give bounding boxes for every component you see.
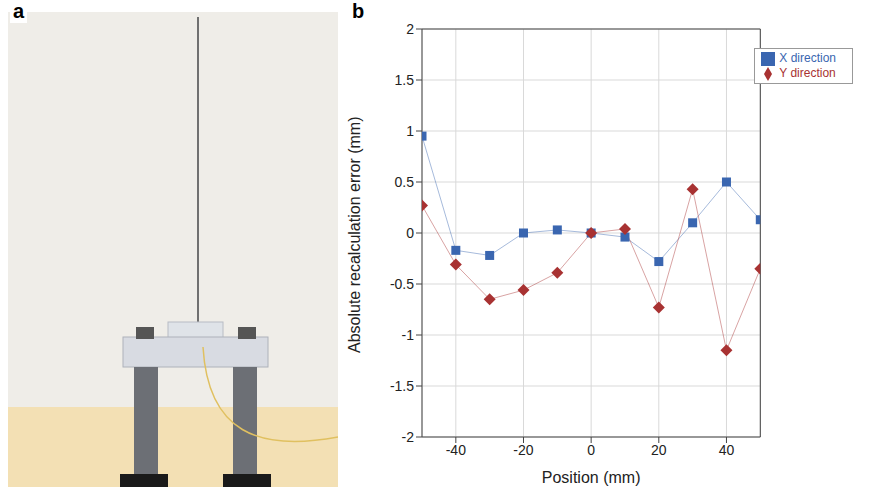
- svg-text:Position (mm): Position (mm): [542, 469, 641, 486]
- svg-text:-20: -20: [513, 442, 533, 458]
- svg-text:Absolute recalculation error (: Absolute recalculation error (mm): [346, 116, 363, 353]
- svg-text:0: 0: [406, 225, 414, 241]
- svg-text:0.5: 0.5: [395, 174, 415, 190]
- svg-text:-0.5: -0.5: [390, 276, 414, 292]
- svg-text:20: 20: [651, 442, 667, 458]
- svg-text:-2: -2: [402, 429, 415, 445]
- svg-text:40: 40: [719, 442, 735, 458]
- html-text:Y direction: Y direction: [779, 65, 836, 80]
- svg-text:-1.5: -1.5: [390, 378, 414, 394]
- html-text:b: b: [352, 0, 365, 22]
- svg-text:-40: -40: [446, 442, 466, 458]
- svg-text:2: 2: [406, 21, 414, 37]
- html-text:a: a: [13, 0, 25, 22]
- svg-text:1: 1: [406, 123, 414, 139]
- svg-text:1.5: 1.5: [395, 72, 415, 88]
- svg-text:0: 0: [587, 442, 595, 458]
- html-text:X direction: X direction: [779, 51, 836, 65]
- svg-text:-1: -1: [402, 327, 415, 343]
